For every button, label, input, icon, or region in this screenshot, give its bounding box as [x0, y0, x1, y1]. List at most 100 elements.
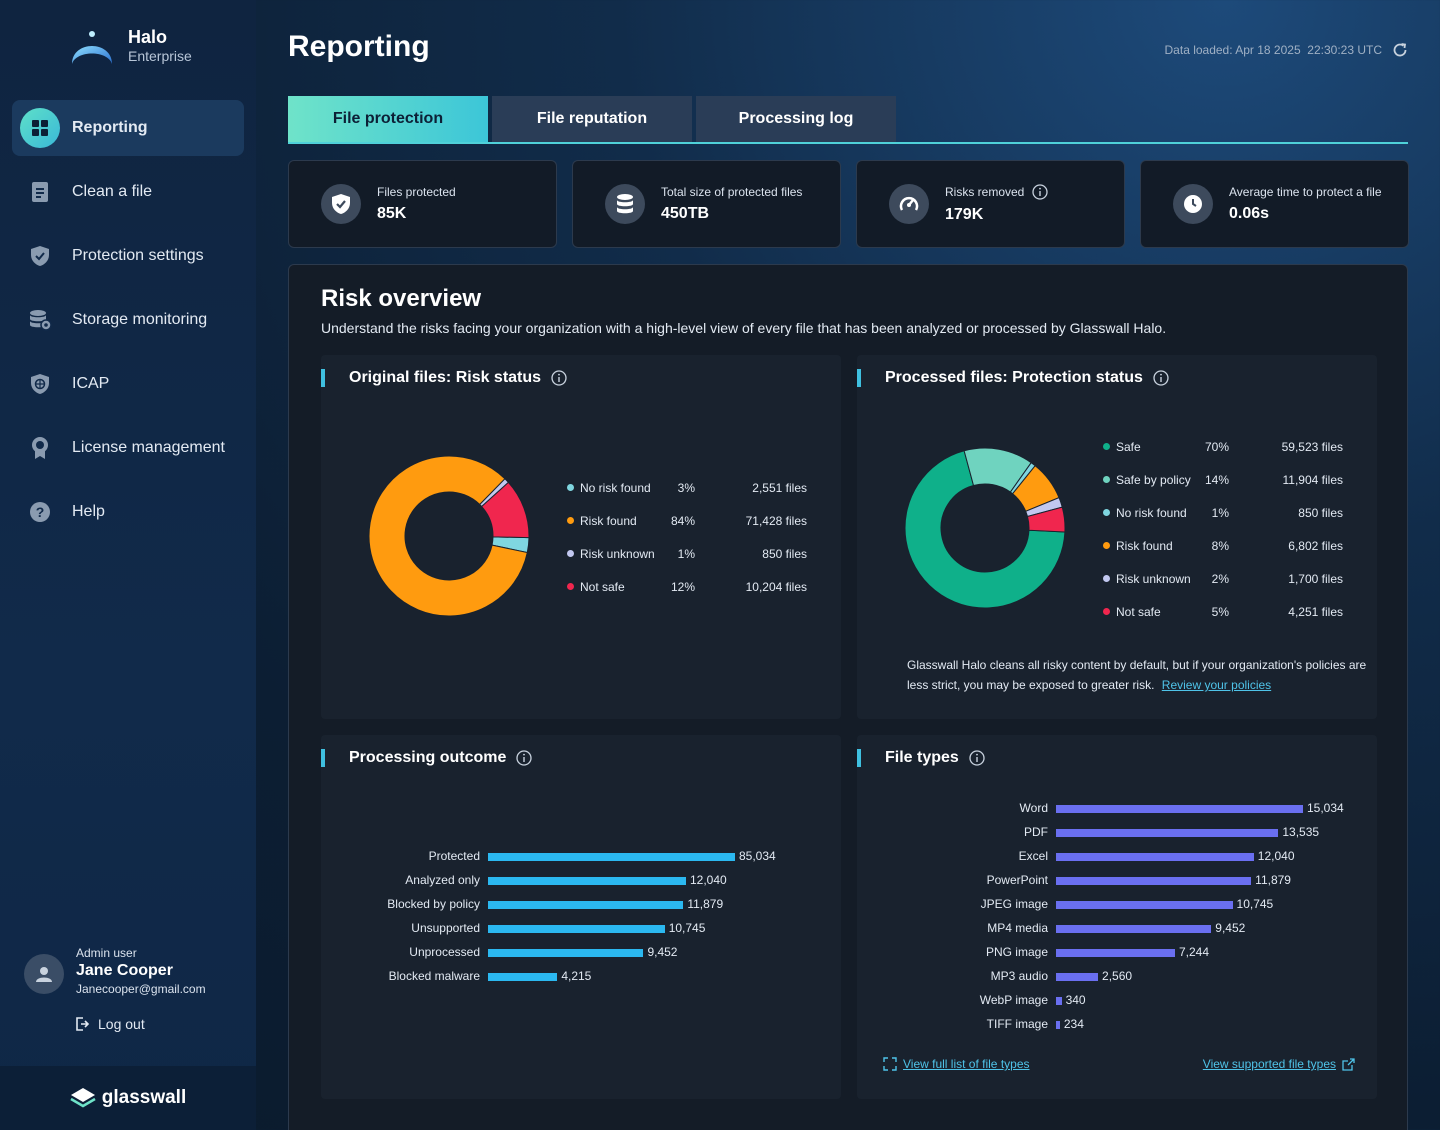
- sidebar: Halo Enterprise Reporting Clean a file P…: [0, 0, 256, 1130]
- sidebar-item-clean-file[interactable]: Clean a file: [12, 164, 244, 220]
- refresh-icon[interactable]: [1392, 42, 1408, 58]
- legend-percent: 84%: [670, 514, 695, 528]
- bar-mp4-media[interactable]: [1056, 925, 1212, 933]
- sidebar-item-label: Protection settings: [72, 247, 204, 264]
- sidebar-item-protection-settings[interactable]: Protection settings: [12, 228, 244, 284]
- legend-label: Risk found: [1103, 539, 1173, 553]
- card-title: Original files: Risk status: [321, 369, 567, 387]
- logout-button[interactable]: Log out: [74, 1016, 145, 1032]
- report-tabs: File protection File reputation Processi…: [288, 96, 1408, 144]
- bar-unsupported[interactable]: [488, 925, 665, 933]
- bar-value-unsupported: 10,745: [668, 921, 706, 935]
- bar-value-unprocessed: 9,452: [647, 945, 678, 959]
- info-icon[interactable]: [551, 370, 567, 386]
- bar-tiff-image[interactable]: [1056, 1021, 1060, 1029]
- bar-value-analyzed-only: 12,040: [690, 873, 727, 887]
- card-title: Processed files: Protection status: [857, 369, 1169, 387]
- bar-png-image[interactable]: [1056, 949, 1175, 957]
- card-title-text: Processed files: Protection status: [885, 369, 1143, 386]
- brand[interactable]: Halo Enterprise: [68, 24, 192, 68]
- avatar[interactable]: [24, 954, 64, 994]
- legend-files: 10,204 files: [745, 580, 807, 594]
- stat-label: Average time to protect a file: [1229, 185, 1382, 199]
- legend-label: No risk found: [567, 481, 651, 495]
- legend-files: 1,700 files: [1288, 572, 1343, 586]
- stat-value: 85K: [377, 205, 407, 222]
- legend-percent: 12%: [670, 580, 695, 594]
- sidebar-item-label: Reporting: [72, 119, 148, 136]
- card-title: File types: [857, 749, 985, 767]
- data-loaded-text: Data loaded: Apr 18 2025 22:30:23 UTC: [1164, 43, 1382, 57]
- legend-percent: 70%: [1204, 440, 1229, 454]
- bar-mp3-audio[interactable]: [1056, 973, 1099, 981]
- tab-file-protection[interactable]: File protection: [288, 96, 488, 142]
- expand-icon: [883, 1057, 897, 1071]
- risk-status-donut: [368, 455, 530, 617]
- legend-label: Risk unknown: [1103, 572, 1191, 586]
- stat-files-protected: Files protected 85K: [288, 160, 557, 248]
- bar-blocked-by-policy[interactable]: [488, 901, 684, 909]
- file-types-card: File types Word 15,034 PDF 13,535 Excel 12,04…: [857, 735, 1377, 1099]
- bar-analyzed-only[interactable]: [488, 877, 686, 885]
- legend-label: Safe: [1103, 440, 1141, 454]
- review-policies-link[interactable]: Review your policies: [1161, 678, 1272, 692]
- bar-powerpoint[interactable]: [1056, 877, 1252, 885]
- bar-pdf[interactable]: [1056, 829, 1279, 837]
- info-icon[interactable]: [1153, 370, 1169, 386]
- tab-processing-log[interactable]: Processing log: [696, 96, 896, 142]
- donut-slice-not-safe[interactable]: [1026, 506, 1066, 533]
- gauge-icon: [889, 184, 929, 224]
- sidebar-item-icap[interactable]: ICAP: [12, 356, 244, 412]
- bar-value-mp4-media: 9,452: [1215, 921, 1246, 935]
- database-icon: [605, 184, 645, 224]
- sidebar-item-label: ICAP: [72, 375, 110, 392]
- info-icon[interactable]: [516, 750, 533, 766]
- bar-value-powerpoint: 11,879: [1255, 873, 1291, 887]
- bar-label-protected: Protected: [428, 849, 480, 863]
- original-files-card: Original files: Risk status No risk foun…: [321, 355, 841, 719]
- bar-excel[interactable]: [1056, 853, 1254, 861]
- legend-files: 850 files: [762, 547, 807, 561]
- sidebar-item-reporting[interactable]: Reporting: [12, 100, 244, 156]
- legend-item-not-safe: Not safe 5% 4,251 files: [1103, 605, 1343, 619]
- bar-webp-image[interactable]: [1056, 997, 1062, 1005]
- legend-item-no-risk-found: No risk found 1% 850 files: [1103, 506, 1343, 520]
- tab-file-reputation[interactable]: File reputation: [492, 96, 692, 142]
- bar-blocked-malware[interactable]: [488, 973, 558, 981]
- view-supported-file-types-link[interactable]: View supported file types: [1203, 1057, 1355, 1071]
- help-icon: ?: [26, 498, 54, 526]
- halo-logo-icon: [72, 31, 112, 64]
- bar-protected[interactable]: [488, 853, 735, 861]
- processed-files-card: Processed files: Protection status Safe 7…: [857, 355, 1377, 719]
- donut-slice-not-safe[interactable]: [480, 481, 530, 539]
- risk-overview-description: Understand the risks facing your organiz…: [321, 320, 1167, 336]
- legend-dot-icon: [567, 550, 574, 557]
- bar-jpeg-image[interactable]: [1056, 901, 1233, 909]
- legend-dot-icon: [567, 484, 574, 491]
- view-full-list-link[interactable]: View full list of file types: [883, 1057, 1030, 1071]
- sidebar-item-storage-monitoring[interactable]: Storage monitoring: [12, 292, 244, 348]
- bar-label-analyzed-only: Analyzed only: [405, 873, 480, 887]
- bar-word[interactable]: [1056, 805, 1303, 813]
- bar-label-blocked-malware: Blocked malware: [388, 969, 480, 983]
- bar-label-unsupported: Unsupported: [411, 921, 480, 935]
- legend-item-risk-found: Risk found 84% 71,428 files: [567, 514, 807, 528]
- bar-value-blocked-malware: 4,215: [561, 969, 592, 983]
- legend-files: 4,251 files: [1288, 605, 1343, 619]
- bar-label-excel: Excel: [1018, 849, 1048, 863]
- info-icon[interactable]: [1032, 184, 1049, 200]
- donut-slice-safe[interactable]: [904, 450, 1066, 609]
- legend-item-no-risk-found: No risk found 3% 2,551 files: [567, 481, 807, 495]
- user-icon: [36, 967, 52, 982]
- bar-unprocessed[interactable]: [488, 949, 644, 957]
- risk-overview-title: Risk overview: [321, 285, 482, 312]
- bar-value-jpeg-image: 10,745: [1236, 897, 1274, 911]
- legend-files: 6,802 files: [1288, 539, 1343, 553]
- bar-value-word: 15,034: [1307, 801, 1344, 815]
- bar-label-jpeg-image: JPEG image: [980, 897, 1048, 911]
- sidebar-item-help[interactable]: ? Help: [12, 484, 244, 540]
- legend-item-risk-unknown: Risk unknown 2% 1,700 files: [1103, 572, 1343, 586]
- sidebar-item-license-management[interactable]: License management: [12, 420, 244, 476]
- bar-label-png-image: PNG image: [985, 945, 1048, 959]
- info-icon[interactable]: [969, 750, 985, 766]
